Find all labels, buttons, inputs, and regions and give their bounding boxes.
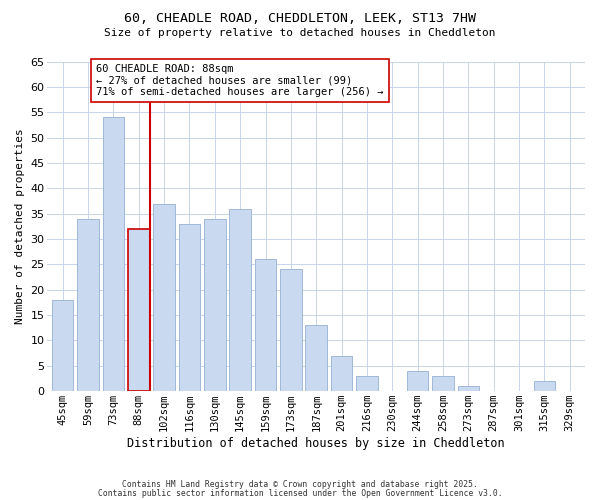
- Bar: [52, 300, 73, 391]
- Text: Contains HM Land Registry data © Crown copyright and database right 2025.: Contains HM Land Registry data © Crown c…: [122, 480, 478, 489]
- Bar: [533, 381, 555, 391]
- Bar: [77, 218, 99, 391]
- Bar: [331, 356, 352, 391]
- Bar: [128, 229, 149, 391]
- Bar: [154, 204, 175, 391]
- X-axis label: Distribution of detached houses by size in Cheddleton: Distribution of detached houses by size …: [127, 437, 505, 450]
- Text: Size of property relative to detached houses in Cheddleton: Size of property relative to detached ho…: [104, 28, 496, 38]
- Text: 60 CHEADLE ROAD: 88sqm
← 27% of detached houses are smaller (99)
71% of semi-det: 60 CHEADLE ROAD: 88sqm ← 27% of detached…: [96, 64, 383, 97]
- Bar: [204, 218, 226, 391]
- Bar: [179, 224, 200, 391]
- Bar: [432, 376, 454, 391]
- Bar: [458, 386, 479, 391]
- Bar: [407, 371, 428, 391]
- Bar: [255, 260, 276, 391]
- Bar: [280, 270, 302, 391]
- Y-axis label: Number of detached properties: Number of detached properties: [15, 128, 25, 324]
- Text: Contains public sector information licensed under the Open Government Licence v3: Contains public sector information licen…: [98, 489, 502, 498]
- Bar: [305, 325, 327, 391]
- Bar: [103, 118, 124, 391]
- Bar: [229, 208, 251, 391]
- Text: 60, CHEADLE ROAD, CHEDDLETON, LEEK, ST13 7HW: 60, CHEADLE ROAD, CHEDDLETON, LEEK, ST13…: [124, 12, 476, 26]
- Bar: [356, 376, 378, 391]
